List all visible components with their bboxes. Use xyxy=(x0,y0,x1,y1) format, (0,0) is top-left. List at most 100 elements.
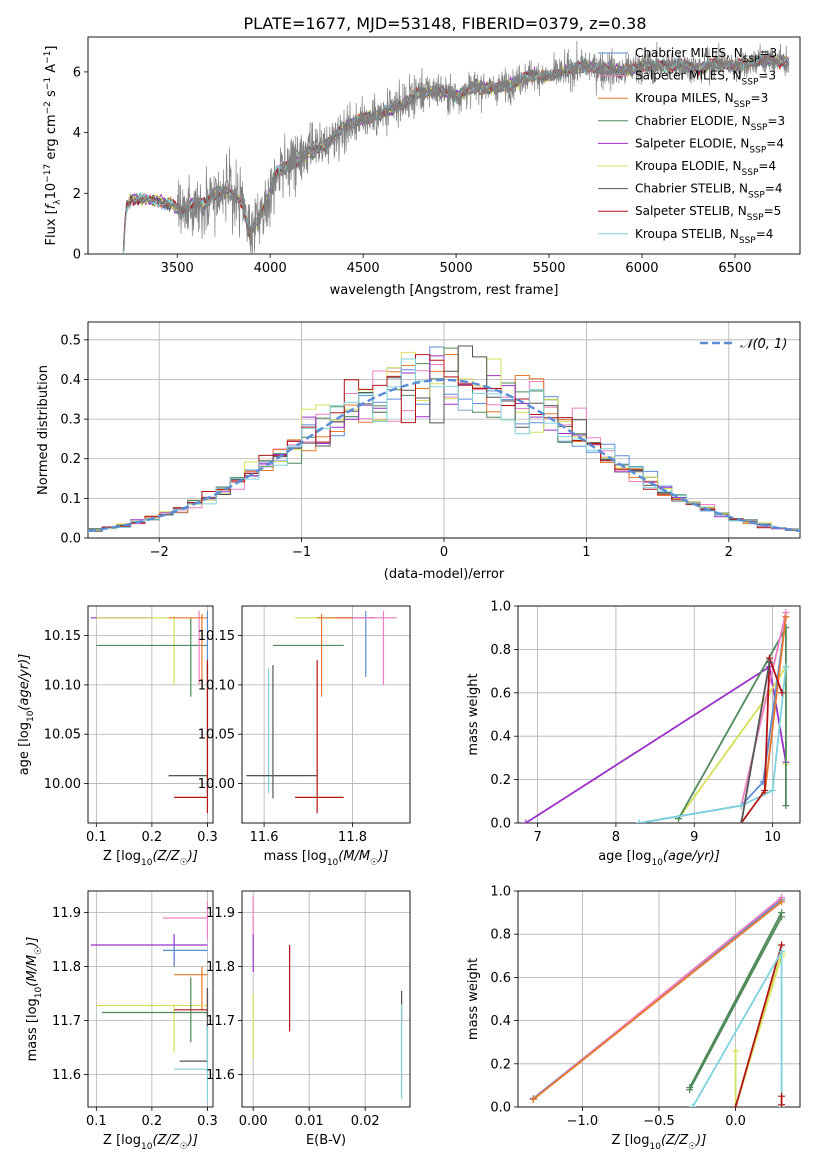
x-axis-label: (data-model)/error xyxy=(384,567,505,582)
label-part: −17 xyxy=(43,164,53,183)
axes-frame xyxy=(517,605,801,824)
label-part: 10 xyxy=(141,1142,153,1152)
label-part: Kroupa STELIB, N xyxy=(635,227,739,241)
spectrum-plot xyxy=(122,40,790,254)
x-tick-label: 4500 xyxy=(347,261,380,276)
plus-marker xyxy=(778,898,786,906)
mass-weight-line xyxy=(691,948,783,1107)
label-part: )] xyxy=(187,1133,198,1148)
plus-marker xyxy=(778,941,786,949)
mass_weight_vs_Z-axes: −1.0 −0.5 0.0 0.0 0.2 0.4 0.6 0.8 1.0 xyxy=(490,885,801,1129)
y-tick-label: 1.0 xyxy=(490,600,511,615)
y-tick-label: 11.7 xyxy=(52,1014,81,1029)
mass-weight-line xyxy=(734,944,783,1107)
legend-entry: Salpeter MILES, NSSP=3 xyxy=(635,69,776,88)
x-axis-label: Z [log10(Z/Z☉)] xyxy=(103,1133,198,1152)
label-part: −1 xyxy=(43,51,53,64)
label-part: =4 xyxy=(758,159,776,173)
mass-weight-line xyxy=(639,666,787,823)
y-tick-label: 0.0 xyxy=(60,532,81,547)
label-part: )] xyxy=(695,1133,706,1148)
label-part: SSP xyxy=(748,191,765,201)
label-part: 10 xyxy=(26,710,36,722)
label-part: 10 xyxy=(44,183,59,200)
x-axis-label: age [log10(age/yr)] xyxy=(598,849,720,868)
label-part: −1 xyxy=(43,77,53,90)
y-tick-label: 0.2 xyxy=(490,773,511,788)
label-part: SSP xyxy=(742,78,759,88)
plus-marker xyxy=(765,658,773,666)
label-part: age [log xyxy=(17,722,32,775)
mass_weight_vs_age-plot xyxy=(522,609,790,823)
label-part: Z [log xyxy=(612,1133,650,1148)
plus-marker xyxy=(529,1095,537,1103)
residual-histogram xyxy=(88,358,800,533)
x-tick-label: 6500 xyxy=(718,261,751,276)
y-tick-label: 0.3 xyxy=(60,413,81,428)
model-spectrum xyxy=(122,53,790,251)
label-part: =5 xyxy=(764,204,782,218)
legend-entry: 𝒩(0, 1) xyxy=(740,337,787,352)
mass-weight-line xyxy=(688,916,783,1091)
y-tick-label: 0.4 xyxy=(490,730,511,745)
age_vs_Z-axes: 0.1 0.2 0.3 10.00 10.05 10.10 10.15 xyxy=(44,605,218,845)
y-tick-label: 6 xyxy=(73,65,81,80)
y-tick-label: 0.0 xyxy=(490,817,511,832)
x-tick-label: 9 xyxy=(690,830,698,845)
axes-frame xyxy=(87,890,214,1108)
label-part: A xyxy=(44,64,59,77)
x-tick-label: −2 xyxy=(150,545,169,560)
label-part: 10 xyxy=(141,858,153,868)
y-tick-label: 0.6 xyxy=(490,971,511,986)
label-part: =4 xyxy=(756,227,774,241)
label-part: SSP xyxy=(734,100,751,110)
plus-marker xyxy=(782,613,790,621)
label-part: 10 xyxy=(651,858,663,868)
plus-marker xyxy=(778,947,786,955)
label-part: (M/M xyxy=(25,955,40,987)
label-part: )] xyxy=(187,849,198,864)
plus-marker xyxy=(769,786,777,794)
label-part: (M/M xyxy=(338,849,370,864)
label-part: erg cm xyxy=(44,114,59,163)
age_vs_mass-plot xyxy=(246,610,397,814)
label-part: SSP xyxy=(739,236,756,246)
y-axis-label: Flux [fλ10−17 erg cm−2 s−1 A−1] xyxy=(43,46,63,246)
y-tick-label: 0.1 xyxy=(60,492,81,507)
age_vs_Z-plot xyxy=(90,610,209,814)
label-part: ☉ xyxy=(180,1142,188,1152)
y-tick-label: 11.9 xyxy=(206,906,235,921)
mass_weight_vs_age-axes: 7 8 9 10 0.0 0.2 0.4 0.6 0.8 1.0 xyxy=(490,600,801,845)
data-spectrum xyxy=(122,40,790,254)
plus-marker xyxy=(782,663,790,671)
y-tick-label: 11.8 xyxy=(52,960,81,975)
label-part: ☉ xyxy=(370,858,378,868)
axes-frame xyxy=(241,890,411,1108)
mass_vs_Z-axes: 0.1 0.2 0.3 11.6 11.7 11.8 11.9 xyxy=(52,890,218,1129)
y-tick-label: 11.8 xyxy=(206,960,235,975)
label-part: mass [log xyxy=(264,849,327,864)
y-axis-label: age [log10(age/yr)] xyxy=(17,654,36,776)
x-tick-label: 0.00 xyxy=(239,1114,268,1129)
x-tick-label: 0.01 xyxy=(295,1114,324,1129)
model-spectrum xyxy=(122,54,790,254)
plus-marker xyxy=(778,1101,786,1107)
label-part: SSP xyxy=(743,55,760,65)
label-part: )] xyxy=(25,937,40,948)
plus-marker xyxy=(778,909,786,917)
x-tick-label: 11.8 xyxy=(338,830,367,845)
mass-weight-line xyxy=(688,912,783,1089)
legend-entry: Chabrier ELODIE, NSSP=3 xyxy=(635,114,785,133)
plus-marker xyxy=(635,819,643,823)
legend-entry: Kroupa STELIB, NSSP=4 xyxy=(635,227,773,246)
model-spectrum xyxy=(122,52,790,251)
label-part: (Z/Z xyxy=(152,849,180,864)
mass-weight-line xyxy=(740,657,783,823)
label-part: Flux [ xyxy=(44,209,59,245)
mass-weight-line xyxy=(763,616,787,793)
gaussian-curve xyxy=(88,378,800,533)
residuals-axes: −2 −1 0 1 2 0.0 0.1 0.2 0.3 0.4 0.5 xyxy=(60,321,801,560)
y-axis-label: mass [log10(M/M☉)] xyxy=(25,937,44,1062)
y-tick-label: 10.05 xyxy=(44,728,81,743)
y-axis-label: mass weight xyxy=(466,673,481,755)
